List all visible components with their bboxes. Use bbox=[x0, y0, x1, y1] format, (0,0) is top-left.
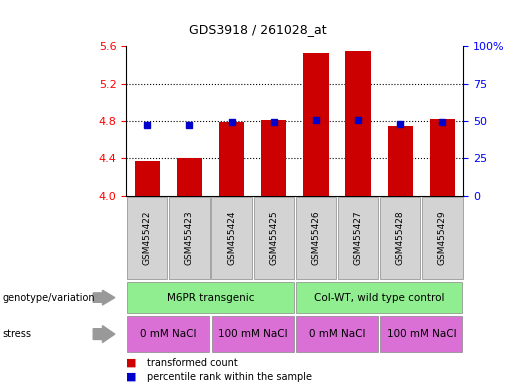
Text: ■: ■ bbox=[126, 358, 136, 368]
Text: 0 mM NaCl: 0 mM NaCl bbox=[140, 329, 197, 339]
Bar bbox=[338, 197, 379, 280]
Bar bbox=[212, 316, 294, 352]
Bar bbox=[296, 282, 462, 313]
Text: ■: ■ bbox=[126, 372, 136, 382]
Bar bbox=[346, 51, 371, 196]
Bar bbox=[261, 120, 286, 196]
Bar bbox=[381, 316, 462, 352]
Text: M6PR transgenic: M6PR transgenic bbox=[167, 293, 254, 303]
Text: GSM455423: GSM455423 bbox=[185, 211, 194, 265]
Bar bbox=[211, 197, 252, 280]
Bar bbox=[430, 119, 455, 196]
Text: 100 mM NaCl: 100 mM NaCl bbox=[387, 329, 456, 339]
Text: Col-WT, wild type control: Col-WT, wild type control bbox=[314, 293, 444, 303]
Text: GSM455426: GSM455426 bbox=[312, 211, 320, 265]
Bar bbox=[380, 197, 420, 280]
Bar bbox=[422, 197, 462, 280]
Bar bbox=[296, 197, 336, 280]
Text: stress: stress bbox=[3, 329, 31, 339]
Bar bbox=[388, 126, 413, 196]
Text: 100 mM NaCl: 100 mM NaCl bbox=[218, 329, 287, 339]
Text: 0 mM NaCl: 0 mM NaCl bbox=[309, 329, 365, 339]
Bar bbox=[169, 197, 210, 280]
Text: transformed count: transformed count bbox=[147, 358, 237, 368]
Bar bbox=[127, 316, 209, 352]
Bar bbox=[127, 197, 167, 280]
Text: GSM455424: GSM455424 bbox=[227, 211, 236, 265]
Bar bbox=[253, 197, 294, 280]
Text: genotype/variation: genotype/variation bbox=[3, 293, 95, 303]
Text: GSM455429: GSM455429 bbox=[438, 211, 447, 265]
Bar bbox=[127, 282, 294, 313]
Text: GSM455427: GSM455427 bbox=[354, 211, 363, 265]
Text: GDS3918 / 261028_at: GDS3918 / 261028_at bbox=[188, 23, 327, 36]
Text: GSM455425: GSM455425 bbox=[269, 211, 278, 265]
Bar bbox=[303, 53, 329, 196]
Bar bbox=[134, 161, 160, 196]
Bar bbox=[177, 158, 202, 196]
Bar bbox=[296, 316, 378, 352]
Text: percentile rank within the sample: percentile rank within the sample bbox=[147, 372, 312, 382]
Text: GSM455428: GSM455428 bbox=[396, 211, 405, 265]
Bar bbox=[219, 122, 244, 196]
Text: GSM455422: GSM455422 bbox=[143, 211, 152, 265]
FancyArrow shape bbox=[93, 290, 115, 305]
FancyArrow shape bbox=[93, 326, 115, 343]
